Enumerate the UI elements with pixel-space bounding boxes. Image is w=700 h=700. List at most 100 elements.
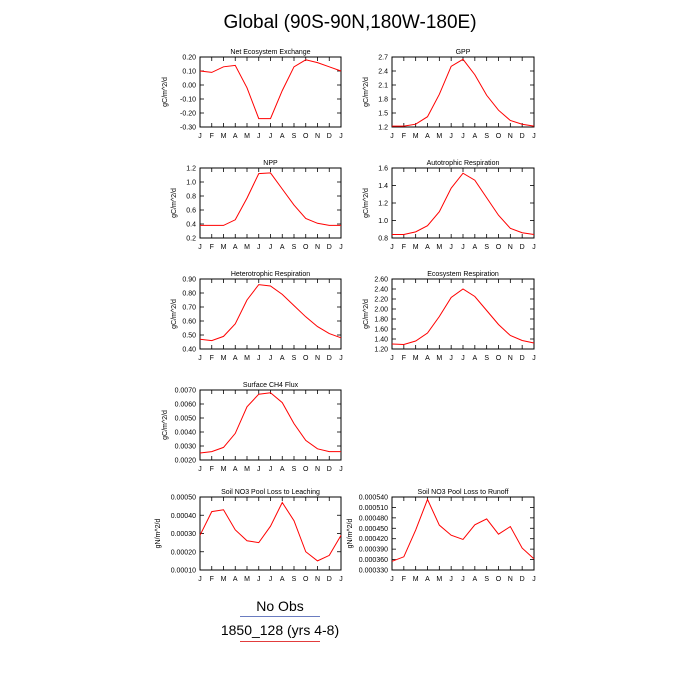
x-tick-label: J <box>390 355 394 362</box>
x-tick-label: A <box>472 355 477 362</box>
x-tick-label: J <box>461 133 465 140</box>
x-tick-label: J <box>198 244 202 251</box>
y-tick-label: 0.8 <box>186 194 196 201</box>
x-tick-label: J <box>269 576 273 583</box>
x-tick-label: O <box>496 576 502 583</box>
chart-title: Ecosystem Respiration <box>427 271 499 278</box>
y-tick-label: 0.00020 <box>171 549 196 556</box>
plot-frame <box>391 167 535 239</box>
x-tick-label: J <box>449 133 453 140</box>
x-tick-label: A <box>233 576 238 583</box>
x-tick-label: S <box>292 244 297 251</box>
x-tick-label: J <box>339 244 343 251</box>
y-tick-label: 0.000540 <box>359 495 388 502</box>
x-tick-label: N <box>508 244 513 251</box>
x-tick-label: A <box>233 244 238 251</box>
x-tick-label: J <box>269 133 273 140</box>
x-tick-label: M <box>221 133 227 140</box>
y-tick-label: 1.60 <box>374 327 388 334</box>
y-tick-label: 0.0040 <box>175 430 197 437</box>
chart-title: Surface CH4 Flux <box>243 382 299 389</box>
chart-title: NPP <box>263 160 278 167</box>
x-tick-label: M <box>244 244 250 251</box>
chart-title: GPP <box>456 49 471 56</box>
y-tick-label: 2.4 <box>378 69 388 76</box>
y-tick-label: 0.50 <box>182 333 196 340</box>
y-axis-label: gC/m^2/d <box>363 299 370 329</box>
y-tick-label: 0.000480 <box>359 515 388 522</box>
y-tick-label: 0.80 <box>182 291 196 298</box>
x-tick-label: J <box>339 466 343 473</box>
x-tick-label: M <box>221 466 227 473</box>
x-tick-label: N <box>315 466 320 473</box>
x-tick-label: F <box>402 355 406 362</box>
legend-line-model <box>240 641 320 642</box>
series-line <box>391 288 535 346</box>
y-tick-label: 0.10 <box>182 69 196 76</box>
x-tick-label: D <box>520 355 525 362</box>
y-tick-label: 0.00050 <box>171 495 196 502</box>
x-tick-label: J <box>449 355 453 362</box>
x-tick-label: A <box>233 466 238 473</box>
x-tick-label: M <box>221 576 227 583</box>
x-tick-label: A <box>425 244 430 251</box>
x-tick-label: J <box>198 133 202 140</box>
x-tick-label: N <box>508 355 513 362</box>
y-tick-label: 0.000450 <box>359 526 388 533</box>
y-tick-label: 1.2 <box>378 125 388 132</box>
series-line <box>199 501 342 562</box>
y-axis-label: gC/m^2/d <box>363 77 370 107</box>
x-tick-label: F <box>210 244 214 251</box>
x-tick-label: M <box>436 133 442 140</box>
series-line <box>199 392 341 454</box>
x-tick-label: A <box>472 244 477 251</box>
chart-title: Autotrophic Respiration <box>427 160 500 167</box>
plot-frame <box>391 56 535 128</box>
x-tick-label: A <box>425 355 430 362</box>
x-tick-label: N <box>315 355 320 362</box>
x-tick-label: J <box>257 355 261 362</box>
y-tick-label: 1.2 <box>378 201 388 208</box>
x-tick-label: N <box>508 576 513 583</box>
y-tick-label: 2.20 <box>374 297 388 304</box>
x-tick-label: O <box>303 133 309 140</box>
x-tick-label: J <box>532 244 536 251</box>
x-tick-label: M <box>413 244 419 251</box>
legend-line-obs <box>240 616 320 617</box>
x-tick-label: J <box>198 576 202 583</box>
chart-title: Soil NO3 Pool Loss to Runoff <box>418 489 509 496</box>
x-tick-label: J <box>532 355 536 362</box>
y-tick-label: 1.20 <box>374 347 388 354</box>
x-tick-label: N <box>315 244 320 251</box>
y-tick-label: 0.70 <box>182 305 196 312</box>
legend-label-obs: No Obs <box>256 598 304 614</box>
x-tick-label: D <box>327 133 332 140</box>
y-tick-label: 1.4 <box>378 183 388 190</box>
x-tick-label: J <box>449 576 453 583</box>
x-tick-label: N <box>508 133 513 140</box>
y-tick-label: 0.000330 <box>359 568 388 575</box>
x-tick-label: F <box>210 576 214 583</box>
x-tick-label: M <box>244 355 250 362</box>
page-title: Global (90S-90N,180W-180E) <box>223 12 477 33</box>
plot-frame <box>391 496 535 571</box>
y-tick-label: 2.7 <box>378 55 388 62</box>
x-tick-label: F <box>210 133 214 140</box>
y-tick-label: 1.40 <box>374 337 388 344</box>
y-axis-label: gC/m^2/d <box>162 77 169 107</box>
x-tick-label: S <box>484 355 489 362</box>
x-tick-label: O <box>303 466 309 473</box>
x-tick-label: M <box>436 355 442 362</box>
x-tick-label: J <box>198 466 202 473</box>
y-axis-label: gC/m^2/d <box>363 188 370 218</box>
y-axis-label: gC/m^2/d <box>171 299 178 329</box>
x-tick-label: S <box>484 244 489 251</box>
x-tick-label: D <box>327 466 332 473</box>
y-tick-label: -0.20 <box>180 111 196 118</box>
